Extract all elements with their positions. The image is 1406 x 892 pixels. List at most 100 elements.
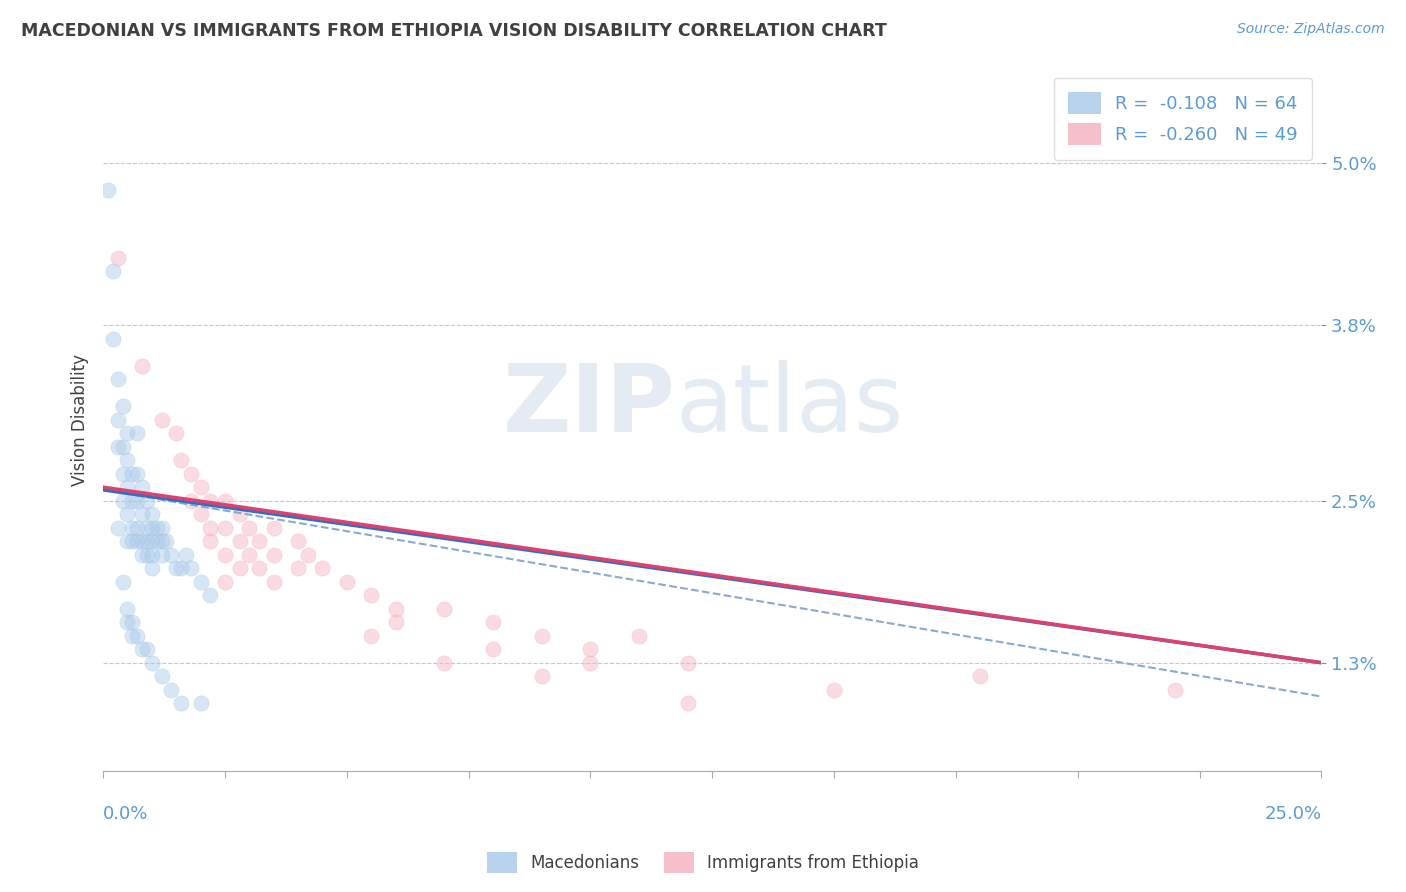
Point: [676, 656, 699, 670]
Point: [101, 264, 124, 278]
Point: [214, 574, 236, 589]
Point: [238, 548, 260, 562]
Point: [131, 534, 153, 549]
Point: [247, 561, 270, 575]
Point: [482, 615, 505, 630]
Point: [180, 467, 202, 481]
Point: [121, 521, 143, 535]
Point: [107, 251, 129, 265]
Legend: Macedonians, Immigrants from Ethiopia: Macedonians, Immigrants from Ethiopia: [479, 846, 927, 880]
Point: [101, 332, 124, 346]
Point: [107, 412, 129, 426]
Point: [117, 453, 139, 467]
Point: [150, 669, 173, 683]
Point: [121, 615, 143, 630]
Point: [111, 467, 134, 481]
Point: [190, 480, 212, 494]
Point: [165, 426, 187, 441]
Point: [384, 615, 406, 630]
Point: [131, 507, 153, 521]
Point: [228, 534, 250, 549]
Point: [214, 521, 236, 535]
Point: [150, 412, 173, 426]
Point: [200, 534, 222, 549]
Text: 25.0%: 25.0%: [1264, 805, 1322, 823]
Point: [228, 561, 250, 575]
Point: [433, 656, 456, 670]
Point: [170, 453, 193, 467]
Point: [214, 493, 236, 508]
Point: [530, 669, 553, 683]
Point: [823, 682, 845, 697]
Point: [141, 521, 163, 535]
Point: [160, 548, 183, 562]
Point: [121, 629, 143, 643]
Point: [131, 359, 153, 373]
Point: [121, 467, 143, 481]
Point: [247, 534, 270, 549]
Point: [127, 534, 149, 549]
Point: [111, 399, 134, 413]
Point: [155, 534, 177, 549]
Point: [97, 183, 120, 197]
Point: [190, 574, 212, 589]
Point: [165, 561, 187, 575]
Point: [121, 493, 143, 508]
Point: [287, 561, 309, 575]
Point: [336, 574, 359, 589]
Point: [111, 493, 134, 508]
Y-axis label: Vision Disability: Vision Disability: [72, 353, 89, 485]
Point: [969, 669, 991, 683]
Point: [127, 493, 149, 508]
Point: [141, 534, 163, 549]
Point: [180, 561, 202, 575]
Text: Source: ZipAtlas.com: Source: ZipAtlas.com: [1237, 22, 1385, 37]
Point: [141, 548, 163, 562]
Point: [127, 521, 149, 535]
Point: [131, 548, 153, 562]
Point: [297, 548, 319, 562]
Point: [384, 601, 406, 615]
Point: [117, 507, 139, 521]
Point: [263, 521, 285, 535]
Point: [170, 561, 193, 575]
Point: [127, 467, 149, 481]
Point: [111, 440, 134, 454]
Point: [117, 534, 139, 549]
Point: [200, 521, 222, 535]
Point: [150, 521, 173, 535]
Point: [145, 534, 167, 549]
Point: [180, 493, 202, 508]
Point: [1164, 682, 1187, 697]
Point: [136, 521, 159, 535]
Point: [117, 615, 139, 630]
Point: [117, 480, 139, 494]
Text: atlas: atlas: [676, 359, 904, 451]
Point: [311, 561, 333, 575]
Point: [117, 601, 139, 615]
Point: [579, 656, 602, 670]
Point: [238, 521, 260, 535]
Point: [628, 629, 651, 643]
Point: [127, 629, 149, 643]
Point: [136, 548, 159, 562]
Point: [150, 548, 173, 562]
Point: [200, 493, 222, 508]
Point: [228, 507, 250, 521]
Point: [287, 534, 309, 549]
Point: [174, 548, 197, 562]
Point: [107, 440, 129, 454]
Point: [121, 534, 143, 549]
Point: [170, 696, 193, 710]
Point: [579, 642, 602, 657]
Point: [360, 588, 382, 602]
Point: [360, 629, 382, 643]
Point: [141, 656, 163, 670]
Point: [111, 574, 134, 589]
Point: [136, 642, 159, 657]
Point: [131, 480, 153, 494]
Point: [676, 696, 699, 710]
Point: [136, 493, 159, 508]
Point: [190, 507, 212, 521]
Point: [117, 426, 139, 441]
